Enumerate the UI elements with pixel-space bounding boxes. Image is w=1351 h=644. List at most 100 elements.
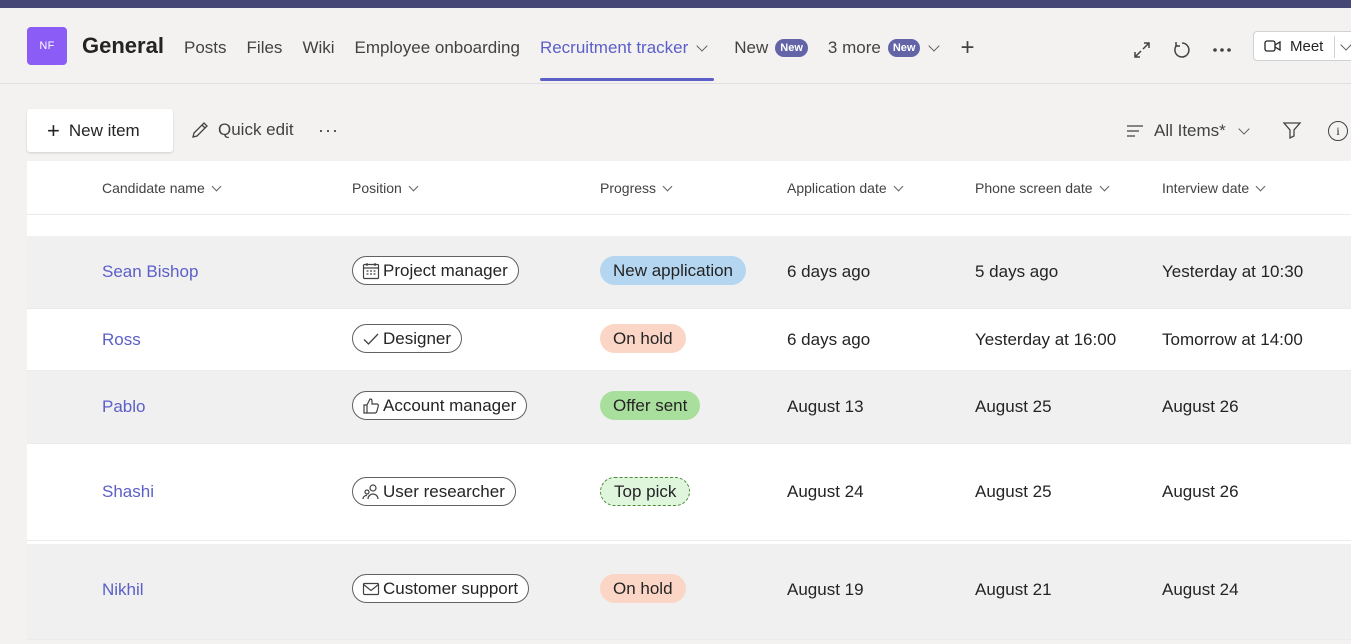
column-label: Interview date xyxy=(1162,180,1250,196)
filter-icon[interactable] xyxy=(1282,120,1302,145)
column-header-application-date[interactable]: Application date xyxy=(787,180,904,196)
table-row[interactable]: Ross Designer On hold 6 days ago Yesterd… xyxy=(27,309,1351,371)
chevron-down-icon[interactable] xyxy=(696,39,708,52)
grid-spacer xyxy=(27,215,1351,236)
channel-title: General xyxy=(82,33,164,58)
progress-pill: On hold xyxy=(600,324,686,353)
chevron-down-icon[interactable] xyxy=(928,39,941,52)
candidate-name-link[interactable]: Ross xyxy=(102,330,141,349)
chevron-down-icon xyxy=(662,181,673,191)
quick-edit-button[interactable]: Quick edit xyxy=(190,120,294,140)
tab-new[interactable]: New New xyxy=(734,36,808,60)
more-options-icon[interactable] xyxy=(1210,38,1234,62)
expand-icon[interactable] xyxy=(1130,38,1154,62)
candidate-name-link[interactable]: Sean Bishop xyxy=(102,262,199,281)
new-badge: New xyxy=(887,39,921,57)
view-selector[interactable]: All Items* xyxy=(1126,121,1250,141)
column-label: Position xyxy=(352,180,402,196)
refresh-icon[interactable] xyxy=(1170,38,1194,62)
position-pill[interactable]: User researcher xyxy=(352,477,516,506)
phone-screen-date: Yesterday at 16:00 xyxy=(975,330,1117,349)
column-label: Phone screen date xyxy=(975,180,1093,196)
info-icon[interactable]: i xyxy=(1328,121,1348,141)
video-camera-icon xyxy=(1264,40,1281,52)
interview-date: Tomorrow at 14:00 xyxy=(1162,330,1303,349)
progress-label: Offer sent xyxy=(613,395,688,415)
team-avatar[interactable]: NF xyxy=(27,27,67,65)
header-actions xyxy=(1130,38,1250,62)
tab-more[interactable]: 3 more New xyxy=(827,36,941,60)
progress-label: Top pick xyxy=(614,481,677,501)
people-icon xyxy=(362,483,379,499)
chevron-down-icon[interactable] xyxy=(1340,39,1351,51)
meet-button[interactable]: Meet xyxy=(1253,31,1351,61)
chevron-down-icon xyxy=(211,181,222,191)
progress-pill: On hold xyxy=(600,574,686,603)
chevron-down-icon xyxy=(1099,181,1109,191)
command-bar: + New item Quick edit ··· All Items* i xyxy=(0,100,1351,160)
column-label: Candidate name xyxy=(102,180,205,196)
add-tab-icon[interactable]: + xyxy=(960,34,975,61)
position-pill[interactable]: Account manager xyxy=(352,391,528,420)
phone-screen-date: August 21 xyxy=(975,580,1052,599)
quick-edit-label: Quick edit xyxy=(218,120,294,139)
new-item-label: New item xyxy=(68,120,140,140)
candidate-name-link[interactable]: Nikhil xyxy=(102,580,144,599)
application-date: August 19 xyxy=(787,580,864,599)
tab-posts[interactable]: Posts xyxy=(184,36,227,60)
application-date: 6 days ago xyxy=(787,330,871,349)
column-label: Application date xyxy=(787,180,887,196)
thumbs-up-icon xyxy=(363,397,379,414)
tab-label: New xyxy=(734,38,769,57)
position-pill[interactable]: Customer support xyxy=(352,574,530,603)
interview-date: August 26 xyxy=(1162,397,1239,416)
table-row[interactable]: Nikhil Customer support On hold August 1… xyxy=(27,544,1351,640)
position-pill[interactable]: Project manager xyxy=(352,256,519,285)
tab-label: 3 more xyxy=(827,38,881,57)
progress-pill: New application xyxy=(600,256,747,285)
progress-pill: Offer sent xyxy=(600,391,701,420)
tab-label: Files xyxy=(246,38,283,57)
phone-screen-date: 5 days ago xyxy=(975,262,1059,281)
position-label: Project manager xyxy=(383,260,508,280)
table-row[interactable]: Pablo Account manager Offer sent August … xyxy=(27,371,1351,444)
position-label: Account manager xyxy=(383,395,517,415)
column-header-phone-screen-date[interactable]: Phone screen date xyxy=(975,180,1109,196)
tab-label: Employee onboarding xyxy=(354,38,520,57)
app-top-bar xyxy=(0,0,1351,8)
tab-employee-onboarding[interactable]: Employee onboarding xyxy=(355,36,520,60)
tab-label: Posts xyxy=(184,38,227,57)
pencil-icon xyxy=(192,122,208,138)
progress-label: On hold xyxy=(613,578,673,598)
application-date: August 24 xyxy=(787,482,864,501)
plus-icon: + xyxy=(47,117,60,143)
phone-screen-date: August 25 xyxy=(975,482,1052,501)
candidate-name-link[interactable]: Pablo xyxy=(102,397,146,416)
list-lines-icon xyxy=(1127,125,1143,137)
column-header-interview-date[interactable]: Interview date xyxy=(1162,180,1266,196)
grid-header: Candidate name Position Progress Applica… xyxy=(27,161,1351,215)
tab-recruitment-tracker[interactable]: Recruitment tracker xyxy=(539,36,715,81)
application-date: 6 days ago xyxy=(787,262,871,281)
column-header-candidate-name[interactable]: Candidate name xyxy=(102,180,222,196)
column-header-position[interactable]: Position xyxy=(352,180,419,196)
position-pill[interactable]: Designer xyxy=(352,324,463,353)
application-date: August 13 xyxy=(787,397,864,416)
tab-wiki[interactable]: Wiki xyxy=(302,36,334,60)
tab-files[interactable]: Files xyxy=(247,36,283,60)
check-icon xyxy=(363,333,379,345)
new-item-button[interactable]: + New item xyxy=(27,109,173,152)
position-label: Customer support xyxy=(383,578,519,598)
column-header-progress[interactable]: Progress xyxy=(600,180,673,196)
candidate-name-link[interactable]: Shashi xyxy=(102,482,154,501)
progress-label: New application xyxy=(613,260,734,280)
chevron-down-icon xyxy=(408,181,419,191)
channel-tabs: Posts Files Wiki Employee onboarding Rec… xyxy=(184,34,975,81)
more-commands-button[interactable]: ··· xyxy=(318,120,339,140)
table-row[interactable]: Shashi User researcher Top pick August 2… xyxy=(27,444,1351,541)
tab-label: Recruitment tracker xyxy=(539,38,689,57)
position-label: User researcher xyxy=(383,481,505,501)
new-badge: New xyxy=(775,39,808,57)
table-row[interactable]: Sean Bishop Project manager New applicat… xyxy=(27,236,1351,309)
column-label: Progress xyxy=(600,180,657,196)
